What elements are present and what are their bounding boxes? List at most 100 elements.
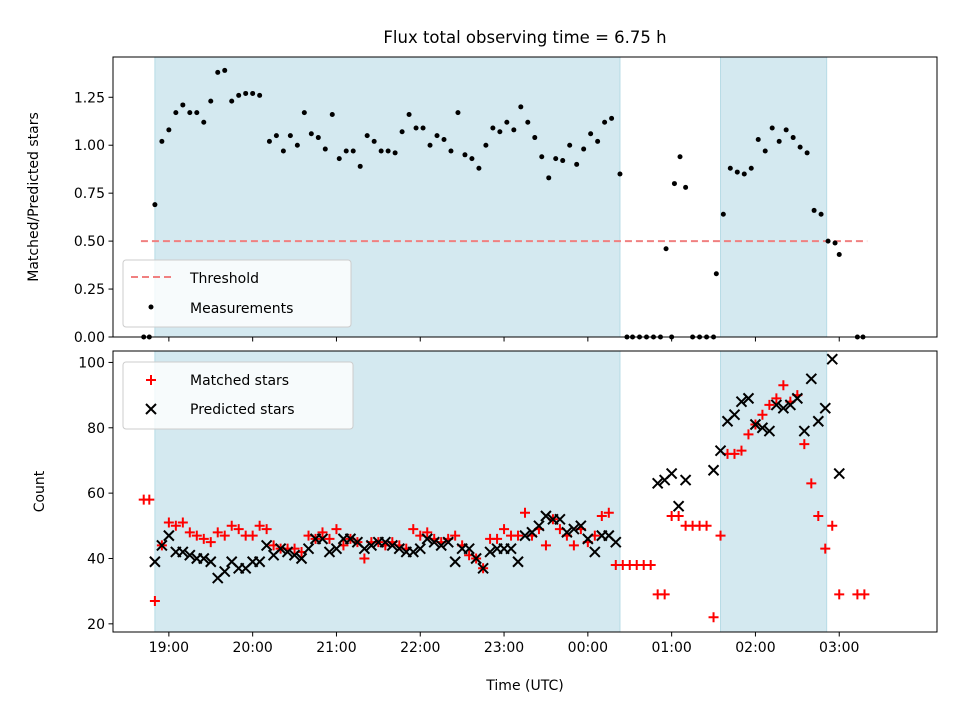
matched-star-point [184,527,195,538]
measurement-point [357,163,363,169]
measurement-point [518,104,524,110]
measurement-point [671,181,677,187]
predicted-star-point [833,467,845,480]
predicted-star-point [393,542,406,555]
predicted-star-point [316,533,329,545]
matched-star-point [771,393,782,404]
predicted-star-point [260,539,273,552]
matched-star-point [673,511,684,522]
predicted-star-point [274,542,287,555]
measurement-point [243,90,249,96]
bottom-xtick-label-0: 19:00 [149,640,189,656]
measurement-point [734,169,740,175]
measurement-point [609,115,615,121]
predicted-star-point [770,399,783,411]
predicted-star-point [379,536,392,548]
top-panel: 0.00 0.25 0.50 0.75 1.00 1.25 Flux total obse… [26,28,938,346]
predicted-star-point [330,542,343,555]
measurement-point [797,144,803,150]
predicted-star-point [610,536,622,548]
matched-star-point [715,530,726,541]
predicted-star-point [253,556,266,568]
predicted-star-point [470,552,482,565]
bottom-y-axis-label: Count [32,470,48,512]
matched-star-point [233,524,244,535]
predicted-star-point [414,542,426,555]
measurement-point [720,211,726,217]
predicted-star-point [791,392,804,405]
matched-star-point [219,530,230,541]
predicted-star-point [742,392,755,405]
measurement-point [273,133,279,139]
predicted-star-point [519,529,531,542]
matched-star-point [513,530,524,541]
legend-matched-marker [146,375,156,385]
measurement-point [201,119,207,125]
measurement-point [741,171,747,177]
matched-star-point [177,517,188,528]
measurement-point [194,110,200,116]
measurement-point [222,67,228,73]
measurement-point [713,271,719,277]
measurement-point [511,127,517,133]
bottom-plot-frame [112,350,938,633]
measurement-point [280,148,286,154]
measurement-point [602,119,608,125]
measurement-point [434,133,440,139]
bottom-xtick-label-7: 02:00 [735,640,775,656]
predicted-star-point [421,533,433,545]
predicted-star-point [205,556,217,568]
measurement-point [832,240,838,246]
matched-star-point [645,560,656,571]
matched-star-point [331,524,342,535]
predicted-star-point [505,542,517,555]
predicted-star-point [219,565,231,578]
measurement-point [399,129,405,135]
measurement-point [748,165,754,171]
predicted-star-point [533,520,545,532]
measurement-point [287,133,293,139]
measurement-point [448,148,454,154]
top-y-axis-label: Matched/Predicted stars [26,112,42,282]
matched-star-point [198,533,209,544]
measurement-point [783,127,789,133]
bottom-ytick-label-4: 100 [78,355,105,371]
predicted-star-point [589,546,601,558]
measurement-point [294,142,300,148]
predicted-star-point [728,409,741,421]
matched-star-point [170,520,181,531]
predicted-star-point [582,533,594,545]
top-ytick-label-2: 0.50 [74,234,105,250]
legend-threshold-label: Threshold [189,271,259,287]
legend-measurements-label: Measurements [190,301,293,317]
measurement-point [229,98,235,104]
measurement-point [588,131,594,137]
legend-matched-label: Matched stars [190,373,289,389]
matched-star-point [144,494,155,505]
measurement-point [266,138,272,144]
measurement-point [315,135,321,141]
measurement-point [173,110,179,116]
matched-star-point [708,612,719,623]
bottom-y-ticks: 20 40 60 80 100 [78,355,113,633]
matched-star-point [743,429,754,440]
predicted-star-point [463,542,475,555]
measurement-point [727,165,733,171]
predicted-star-point [198,552,210,565]
matched-star-point [778,380,789,391]
predicted-star-point [798,425,811,437]
measurement-point [504,119,510,125]
matched-star-point [450,530,461,541]
predicted-star-point [812,415,824,427]
measurement-point [617,171,623,177]
matched-star-point [603,507,614,518]
matched-star-point [568,540,579,551]
measurement-point [343,148,349,154]
predicted-star-point [177,546,189,558]
predicted-star-point [477,562,489,574]
predicted-star-point [665,467,678,480]
top-ytick-label-4: 1.00 [74,138,105,154]
matched-star-point [540,540,551,551]
predicted-star-point [805,373,818,385]
